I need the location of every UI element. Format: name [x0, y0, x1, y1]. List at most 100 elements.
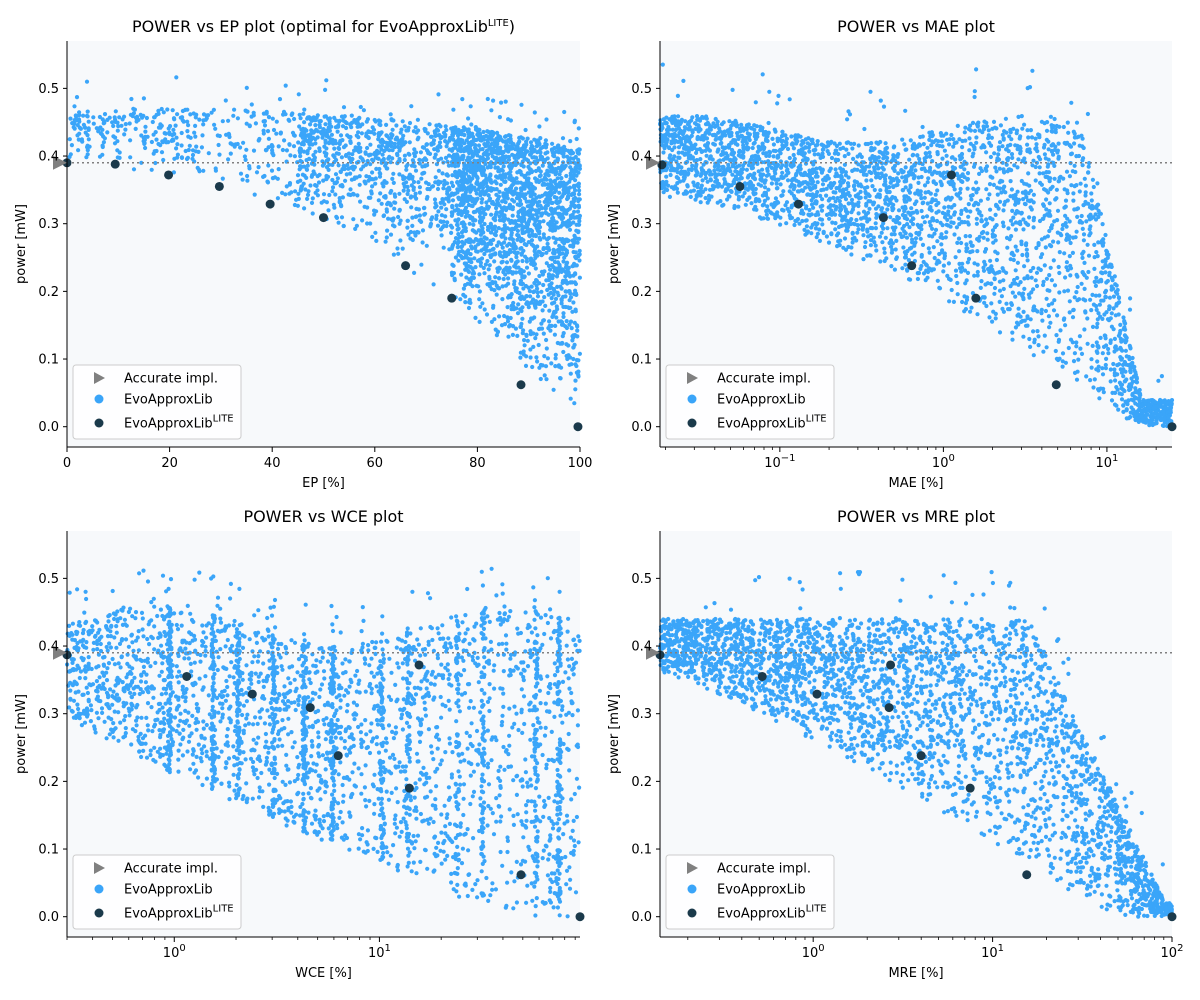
cloud-point [274, 131, 279, 136]
cloud-point [550, 141, 555, 146]
cloud-point [473, 315, 478, 320]
cloud-point [501, 276, 506, 282]
cloud-point [83, 125, 88, 130]
cloud-point [715, 184, 721, 189]
cloud-point [462, 176, 467, 181]
cloud-point [385, 202, 390, 207]
cloud-point [433, 152, 438, 157]
cloud-point [443, 124, 448, 129]
cloud-point [1069, 183, 1074, 188]
cloud-point [732, 203, 737, 209]
cloud-point [559, 216, 564, 221]
cloud-point [469, 122, 474, 127]
cloud-point [537, 220, 543, 225]
cloud-point [893, 247, 898, 252]
cloud-point [1018, 146, 1023, 151]
cloud-point [564, 181, 569, 186]
cloud-point [287, 182, 292, 187]
cloud-point [523, 363, 529, 368]
cloud-point [559, 148, 565, 154]
cloud-point [523, 127, 528, 133]
cloud-point [561, 311, 566, 316]
cloud-point [576, 372, 581, 378]
cloud-point [925, 275, 930, 280]
cloud-point [190, 148, 196, 153]
cloud-point [1025, 258, 1030, 263]
cloud-point [528, 355, 533, 360]
cloud-point [442, 202, 447, 207]
cloud-point [518, 148, 523, 153]
cloud-point [505, 305, 510, 310]
cloud-point [295, 173, 301, 178]
cloud-point [912, 201, 918, 207]
cloud-point [323, 138, 328, 143]
cloud-point [269, 168, 275, 173]
cloud-point [838, 238, 843, 243]
cloud-point [150, 119, 155, 125]
cloud-point [405, 184, 410, 189]
cloud-point [531, 216, 536, 221]
cloud-point [348, 187, 353, 192]
cloud-point [450, 211, 455, 216]
cloud-point [1118, 322, 1123, 327]
cloud-point [376, 131, 381, 136]
cloud-point [821, 143, 826, 148]
cloud-point [388, 190, 393, 195]
cloud-point [497, 314, 502, 319]
cloud-point [519, 252, 524, 257]
cloud-point [566, 343, 571, 348]
cloud-point [469, 139, 474, 145]
cloud-point [446, 163, 451, 168]
cloud-point [553, 356, 558, 361]
cloud-point [1033, 136, 1038, 141]
cloud-point [423, 128, 428, 134]
cloud-point [238, 145, 243, 150]
cloud-point [173, 123, 178, 128]
cloud-point [1049, 129, 1054, 134]
cloud-point [380, 152, 385, 157]
cloud-point [942, 205, 947, 210]
cloud-point [346, 166, 351, 171]
cloud-point [499, 175, 505, 180]
cloud-point [440, 171, 445, 176]
cloud-point [485, 129, 490, 134]
cloud-point [527, 233, 532, 238]
cloud-point [1015, 260, 1021, 265]
cloud-point [539, 206, 545, 211]
cloud-point [764, 212, 769, 217]
cloud-point [571, 345, 576, 350]
cloud-point [677, 155, 682, 160]
cloud-point [165, 107, 170, 112]
cloud-point [245, 173, 250, 179]
cloud-point [996, 152, 1001, 157]
cloud-point [537, 124, 542, 129]
cloud-point [142, 141, 147, 146]
cloud-point [351, 217, 356, 222]
cloud-point [1067, 310, 1072, 315]
cloud-point [533, 233, 539, 239]
cloud-point [450, 183, 456, 189]
cloud-point [292, 154, 297, 159]
cloud-point [557, 243, 562, 248]
cloud-point [1048, 114, 1053, 119]
cloud-point [661, 150, 666, 155]
legend-lite-marker [94, 418, 104, 428]
cloud-point [900, 175, 905, 180]
cloud-point [333, 172, 339, 177]
cloud-point [1089, 308, 1094, 313]
cloud-point [1077, 220, 1082, 225]
cloud-point [981, 235, 986, 240]
cloud-point [350, 152, 355, 157]
cloud-point [846, 190, 851, 195]
cloud-point [256, 138, 261, 143]
cloud-point [354, 175, 359, 180]
cloud-point [482, 271, 487, 276]
cloud-point [185, 119, 190, 124]
cloud-point [500, 227, 505, 232]
cloud-point [497, 189, 502, 194]
cloud-point [1046, 147, 1051, 152]
cloud-point [426, 151, 431, 156]
cloud-point [217, 133, 222, 139]
cloud-point [468, 104, 473, 109]
cloud-point [979, 231, 985, 236]
